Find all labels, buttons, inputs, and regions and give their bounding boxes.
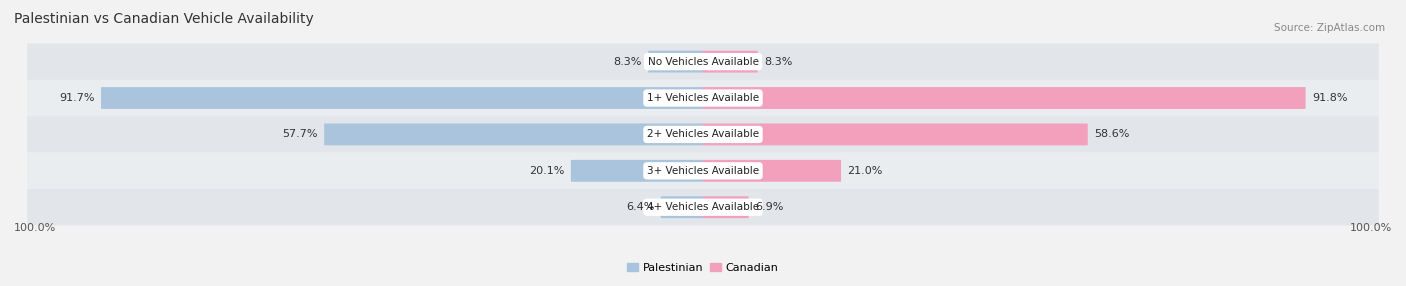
Text: 6.4%: 6.4% [626, 202, 654, 212]
Text: 91.7%: 91.7% [59, 93, 94, 103]
Text: 100.0%: 100.0% [14, 223, 56, 233]
Text: 20.1%: 20.1% [529, 166, 565, 176]
Text: Palestinian vs Canadian Vehicle Availability: Palestinian vs Canadian Vehicle Availabi… [14, 12, 314, 26]
Text: 1+ Vehicles Available: 1+ Vehicles Available [647, 93, 759, 103]
FancyBboxPatch shape [703, 87, 1306, 109]
FancyBboxPatch shape [703, 160, 841, 182]
Text: 4+ Vehicles Available: 4+ Vehicles Available [647, 202, 759, 212]
Text: 21.0%: 21.0% [848, 166, 883, 176]
FancyBboxPatch shape [325, 124, 703, 145]
FancyBboxPatch shape [27, 189, 1379, 225]
FancyBboxPatch shape [27, 43, 1379, 80]
FancyBboxPatch shape [703, 51, 758, 73]
FancyBboxPatch shape [648, 51, 703, 73]
FancyBboxPatch shape [27, 80, 1379, 116]
Text: 3+ Vehicles Available: 3+ Vehicles Available [647, 166, 759, 176]
FancyBboxPatch shape [703, 196, 748, 218]
Legend: Palestinian, Canadian: Palestinian, Canadian [627, 263, 779, 273]
Text: 58.6%: 58.6% [1094, 130, 1129, 139]
FancyBboxPatch shape [27, 153, 1379, 189]
Text: Source: ZipAtlas.com: Source: ZipAtlas.com [1274, 23, 1385, 33]
Text: 8.3%: 8.3% [763, 57, 793, 67]
Text: 2+ Vehicles Available: 2+ Vehicles Available [647, 130, 759, 139]
Text: 8.3%: 8.3% [613, 57, 643, 67]
FancyBboxPatch shape [27, 116, 1379, 153]
Text: 6.9%: 6.9% [755, 202, 783, 212]
Text: 100.0%: 100.0% [1350, 223, 1392, 233]
Text: 91.8%: 91.8% [1312, 93, 1347, 103]
FancyBboxPatch shape [661, 196, 703, 218]
Text: 57.7%: 57.7% [283, 130, 318, 139]
FancyBboxPatch shape [101, 87, 703, 109]
FancyBboxPatch shape [571, 160, 703, 182]
FancyBboxPatch shape [703, 124, 1088, 145]
Text: No Vehicles Available: No Vehicles Available [648, 57, 758, 67]
